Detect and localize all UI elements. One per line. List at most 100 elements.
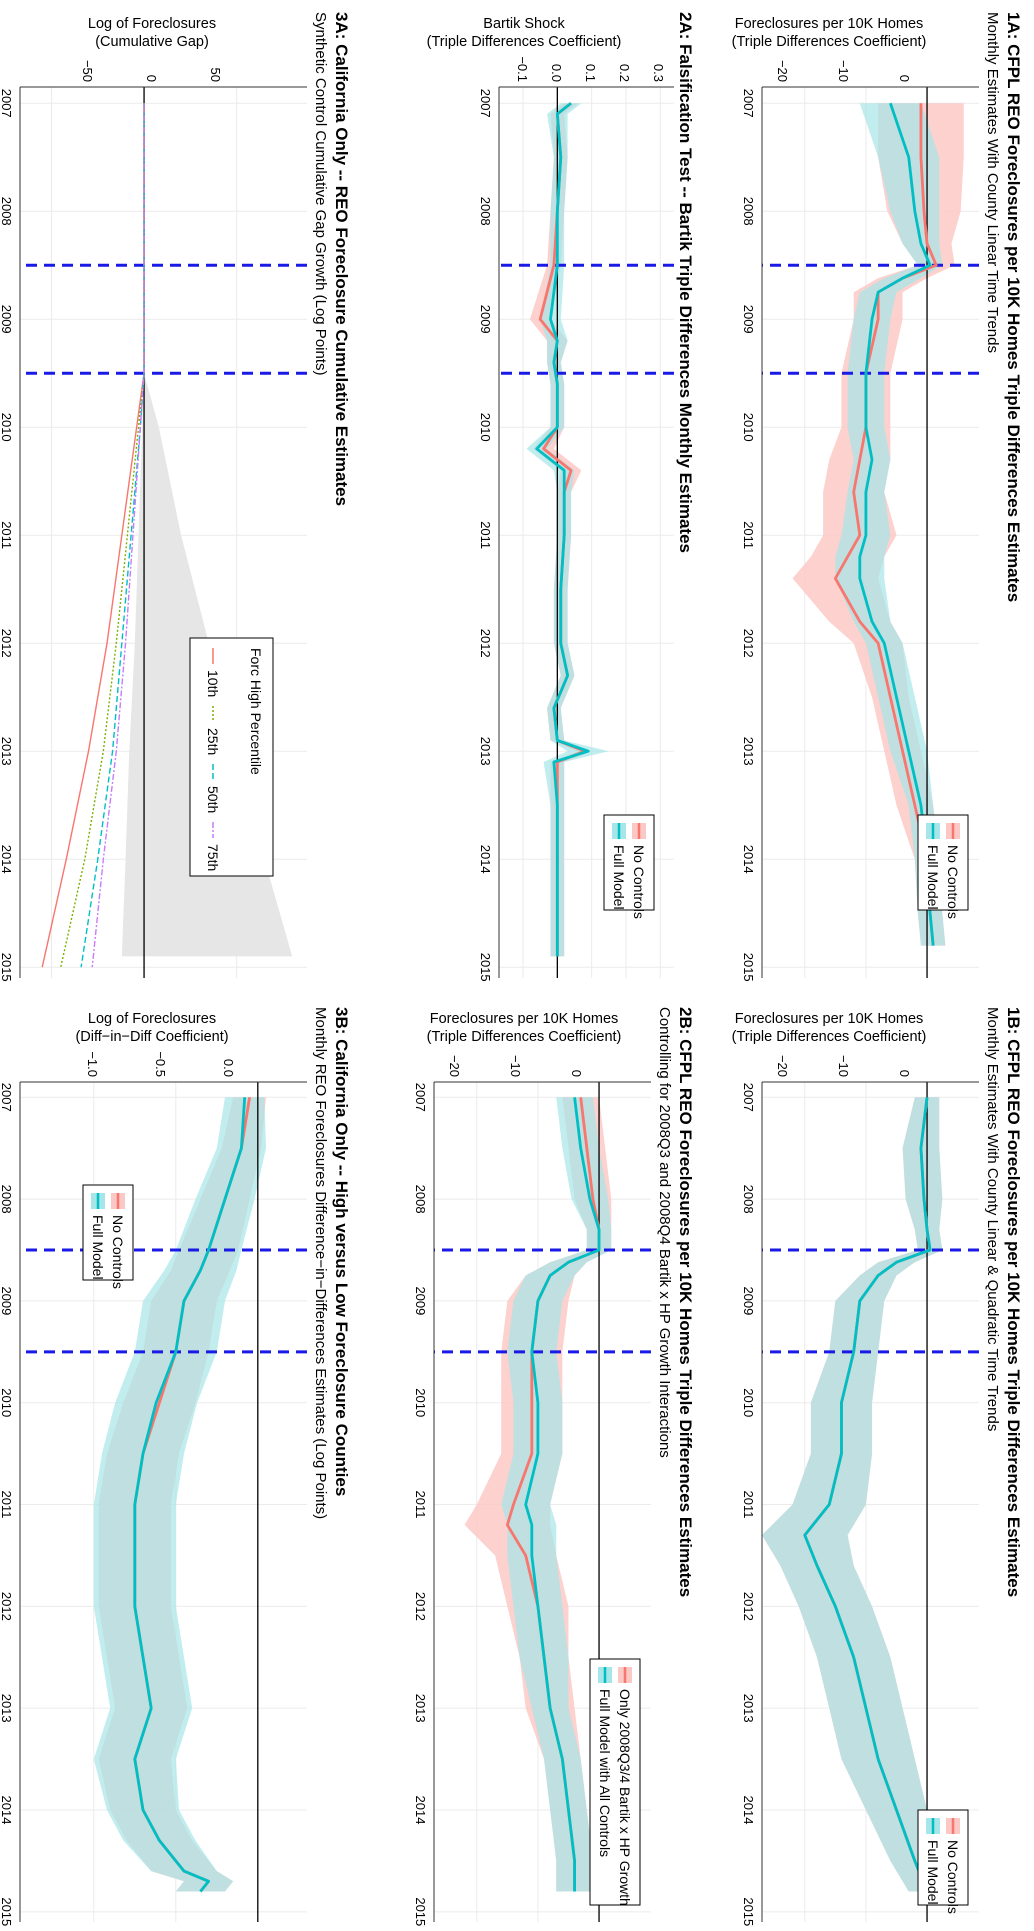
legend-label-no-controls: No Controls [945, 845, 961, 919]
panel-2a-title: 2A: Falsification Test -- Bartik Triple … [676, 12, 695, 553]
svg-text:0: 0 [569, 1070, 584, 1077]
x-tick-2013: 2013 [478, 737, 493, 766]
panel-3a-ylabel-line2: (Cumulative Gap) [95, 34, 209, 50]
x-tick-2007: 2007 [741, 1083, 756, 1112]
x-tick-2013: 2013 [0, 1694, 14, 1723]
svg-text:−10: −10 [508, 1055, 523, 1077]
panel-2a-ytick-1: 0.2 [617, 64, 632, 82]
svg-text:0.2: 0.2 [617, 64, 632, 82]
panel-2a-plot [498, 86, 674, 978]
panel-1a-ylabel: Foreclosures per 10K Homes (Triple Diffe… [732, 16, 927, 50]
legend-label-25th: 25th [205, 728, 221, 755]
panel-1b-ytick-0: 0 [897, 1070, 912, 1077]
panel-3a-ytick-0: 50 [208, 68, 223, 82]
x-tick-2009: 2009 [0, 1286, 14, 1315]
panel-1a-xticks: 2007 2008 2009 2010 2011 2012 2013 2014 2015 [741, 89, 756, 982]
panel-2b: 2B: CFPL REO Foreclosures per 10K Homes … [413, 1007, 695, 1926]
legend-box [589, 1658, 641, 1906]
x-tick-2010: 2010 [0, 1388, 14, 1417]
panel-1a-ytick-1: −10 [836, 60, 851, 82]
x-tick-2014: 2014 [478, 845, 493, 874]
x-tick-2015: 2015 [478, 953, 493, 982]
panel-2b-ytick-2: −20 [447, 1055, 462, 1077]
panel-2b-ylabel: Foreclosures per 10K Homes (Triple Diffe… [427, 1011, 622, 1045]
x-tick-2014: 2014 [741, 1796, 756, 1825]
panel-3b-legend: No Controls Full Model [82, 1184, 134, 1289]
panel-3b-ylabel-line2: (Diff−in−Diff Coefficient) [75, 1029, 228, 1045]
panel-2a-ytick-0: 0.3 [651, 64, 666, 82]
ribbon-1 [835, 103, 946, 946]
legend-label-full-model: Full Model [90, 1215, 106, 1280]
x-tick-2007: 2007 [478, 89, 493, 118]
series-line-1 [535, 102, 590, 957]
panel-1b-ylabel-line1: Foreclosures per 10K Homes [735, 1011, 924, 1027]
x-tick-2014: 2014 [0, 845, 14, 874]
legend-label-no-controls: No Controls [945, 1840, 961, 1914]
panel-1b-ylabel-line2: (Triple Differences Coefficient) [732, 1029, 927, 1045]
series-line-0 [833, 103, 938, 946]
panel-2b-ylabel-line1: Foreclosures per 10K Homes [430, 1011, 619, 1027]
x-tick-2013: 2013 [413, 1694, 428, 1723]
panel-2a-xticks: 2007 2008 2009 2010 2011 2012 2013 2014 2015 [478, 89, 493, 982]
panel-2a-ylabel-line1: Bartik Shock [483, 16, 565, 32]
panel-3b-ytick-1: −0.5 [153, 1051, 168, 1077]
panel-3a-xticks: 2007 2008 2009 2010 2011 2012 2013 2014 2015 [0, 89, 14, 982]
panel-1b-ylabel: Foreclosures per 10K Homes (Triple Diffe… [732, 1011, 927, 1045]
panel-2a-ytick-3: 0.0 [549, 64, 564, 82]
panel-1a-legend: No Controls Full Model [917, 814, 969, 919]
panel-2a-ylabel-line2: (Triple Differences Coefficient) [427, 34, 622, 50]
svg-text:−10: −10 [836, 60, 851, 82]
svg-text:0: 0 [144, 75, 159, 82]
legend-title: Forc High Percentile [248, 648, 264, 775]
panel-2a-legend: No Controls Full Model [603, 814, 655, 919]
panel-1a-subtitle: Monthly Estimates With County Linear Tim… [984, 12, 1001, 353]
panel-2b-ylabel-line2: (Triple Differences Coefficient) [427, 1029, 622, 1045]
x-tick-2015: 2015 [0, 1897, 14, 1926]
panel-3b-title: 3B: California Only -- High versus Low F… [332, 1007, 351, 1496]
x-tick-2008: 2008 [478, 197, 493, 226]
panel-3b-subtitle: Monthly REO Foreclosures Difference−in−D… [312, 1007, 329, 1519]
x-tick-2011: 2011 [413, 1491, 428, 1519]
legend-box [189, 637, 274, 877]
panel-3b-xticks: 2007 2008 2009 2010 2011 2012 2013 2014 2015 [0, 1083, 14, 1926]
panel-1b-legend: No Controls Full Model [917, 1809, 969, 1914]
x-tick-2010: 2010 [413, 1388, 428, 1417]
x-tick-2009: 2009 [741, 1286, 756, 1315]
panel-3b-plot [19, 1081, 307, 1922]
x-tick-2011: 2011 [0, 1491, 14, 1519]
svg-text:−0.5: −0.5 [153, 1051, 168, 1077]
x-tick-2014: 2014 [413, 1796, 428, 1825]
svg-text:0.3: 0.3 [651, 64, 666, 82]
svg-text:0.0: 0.0 [221, 1059, 236, 1077]
x-tick-2014: 2014 [741, 845, 756, 874]
x-tick-2012: 2012 [741, 629, 756, 658]
panel-1a: 1A: CFPL REO Foreclosures per 10K Homes … [732, 12, 1023, 982]
x-tick-2012: 2012 [0, 1592, 14, 1621]
panel-1b-ytick-1: −10 [836, 1055, 851, 1077]
panel-2b-legend: Only 2008Q3/4 Bartik x HP Growth Full Mo… [589, 1658, 641, 1906]
panel-1b-ytick-2: −20 [775, 1055, 790, 1077]
svg-text:0.1: 0.1 [583, 64, 598, 82]
svg-text:0: 0 [897, 75, 912, 82]
panel-3b-ytick-2: −1.0 [85, 1051, 100, 1077]
x-tick-2008: 2008 [741, 1185, 756, 1214]
panel-1b-title: 1B: CFPL REO Foreclosures per 10K Homes … [1004, 1007, 1023, 1597]
x-tick-2009: 2009 [741, 305, 756, 334]
series-line-1 [524, 1097, 601, 1892]
svg-text:50: 50 [208, 68, 223, 82]
x-tick-2007: 2007 [0, 1083, 14, 1112]
panel-2a-ytick-2: 0.1 [583, 64, 598, 82]
x-tick-2008: 2008 [413, 1185, 428, 1214]
svg-text:−0.1: −0.1 [515, 56, 530, 82]
svg-text:−20: −20 [775, 60, 790, 82]
legend-label-only-bartik: Only 2008Q3/4 Bartik x HP Growth [617, 1689, 633, 1906]
x-tick-2013: 2013 [741, 1694, 756, 1723]
panel-1b-plot [761, 1081, 979, 1922]
panel-2b-ytick-0: 0 [569, 1070, 584, 1077]
panel-3a-subtitle: Synthetic Control Cumulative Gap Growth … [312, 12, 329, 376]
x-tick-2011: 2011 [478, 521, 493, 549]
legend-label-50th: 50th [205, 786, 221, 813]
legend-label-10th: 10th [205, 670, 221, 697]
series-line-1 [858, 102, 935, 946]
x-tick-2009: 2009 [413, 1286, 428, 1315]
